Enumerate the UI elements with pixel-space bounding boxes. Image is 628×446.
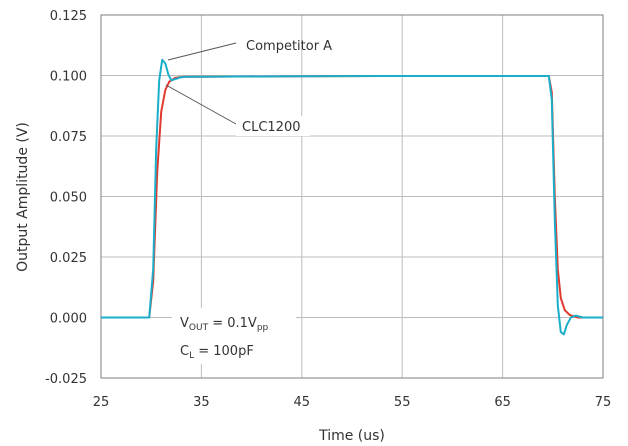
- competitor-a-label: Competitor A: [246, 39, 332, 54]
- x-tick-label: 45: [294, 395, 311, 410]
- tick-labels: 25 35 45 55 65 75 -0.025 0.000 0.025 0.050 0.075 0.…: [45, 9, 611, 410]
- y-tick-label: 0.000: [50, 312, 87, 327]
- x-axis-title: Time (us): [318, 428, 385, 444]
- y-tick-label: -0.025: [45, 372, 87, 387]
- x-tick-label: 75: [595, 395, 612, 410]
- series-line-competitor-a: [101, 60, 603, 335]
- y-axis-title: Output Amplitude (V): [15, 122, 31, 272]
- y-tick-label: 0.075: [50, 130, 87, 145]
- clc1200-label: CLC1200: [242, 120, 300, 135]
- x-tick-label: 65: [494, 395, 511, 410]
- x-tick-label: 25: [93, 395, 110, 410]
- y-tick-label: 0.025: [50, 251, 87, 266]
- y-tick-label: 0.100: [50, 70, 87, 85]
- series-lines: [101, 60, 603, 335]
- x-tick-label: 55: [394, 395, 411, 410]
- competitor-a-leader-line: [168, 43, 236, 60]
- y-tick-label: 0.050: [50, 191, 87, 206]
- x-tick-label: 35: [193, 395, 210, 410]
- y-tick-label: 0.125: [50, 9, 87, 24]
